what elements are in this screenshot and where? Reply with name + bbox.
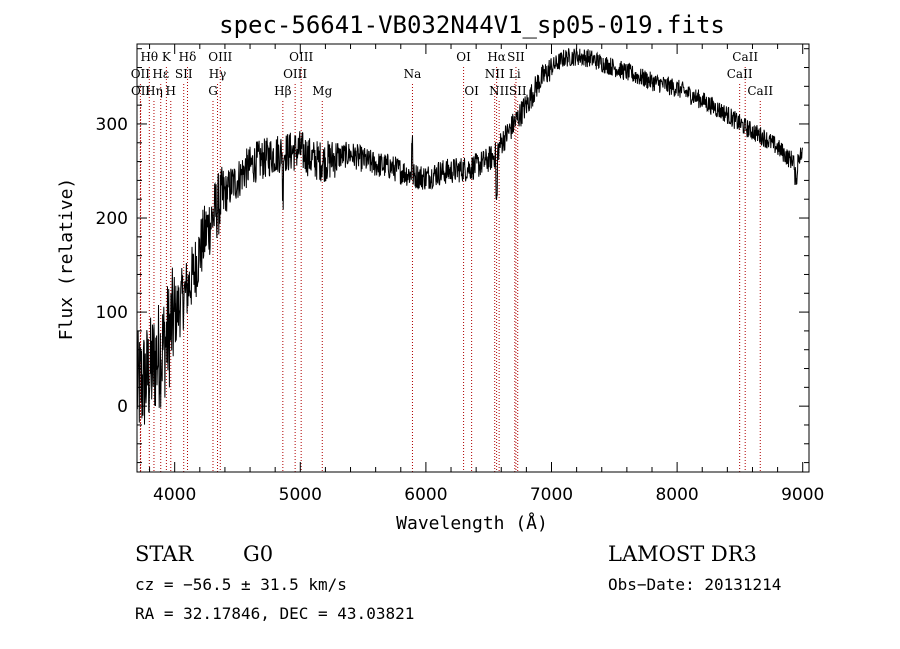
spectral-line-label: SII xyxy=(175,67,193,81)
spectral-line-label: NII xyxy=(489,84,509,98)
spectral-line-label: OIII xyxy=(283,67,307,81)
spectral-line-label: Li xyxy=(509,67,521,81)
y-axis: 0 100 200 300 xyxy=(96,48,809,464)
spectral-line-label: Hε xyxy=(152,67,169,81)
x-tick-label: 9000 xyxy=(781,485,824,505)
survey-name: LAMOST DR3 xyxy=(608,542,757,566)
spectral-line-label: Hβ xyxy=(274,84,291,98)
x-tick-label: 8000 xyxy=(655,485,698,505)
x-tick-label: 7000 xyxy=(530,485,573,505)
spectral-line-label: Hγ xyxy=(209,67,227,81)
spectral-line-label: G xyxy=(208,84,218,98)
spectral-line-label: CaII xyxy=(727,67,753,81)
spectral-line-label: Mg xyxy=(312,84,332,98)
spectral-line-label: Hδ xyxy=(179,50,197,64)
y-tick-label: 300 xyxy=(96,115,128,135)
spectral-line-label: Hα xyxy=(487,50,506,64)
y-tick-label: 100 xyxy=(96,303,128,323)
object-type: STAR xyxy=(135,542,194,566)
x-tick-label: 6000 xyxy=(404,485,447,505)
y-tick-label: 0 xyxy=(117,397,128,417)
object-subclass: G0 xyxy=(243,542,273,566)
spectral-line-label: SII xyxy=(509,84,527,98)
chart-title: spec-56641-VB032N44V1_sp05-019.fits xyxy=(219,11,725,39)
spectral-line-label: OI xyxy=(456,50,471,64)
spectral-line-label: K xyxy=(162,50,172,64)
spectral-line-label: NII xyxy=(485,67,505,81)
observation-date: Obs−Date: 20131214 xyxy=(608,575,781,594)
spectral-line-label: OIII xyxy=(208,50,232,64)
spectral-line-label: Na xyxy=(404,67,422,81)
x-tick-label: 5000 xyxy=(279,485,322,505)
spectral-line-label: Hη xyxy=(145,84,163,98)
plot-frame xyxy=(136,43,810,473)
x-axis-label: Wavelength (Å) xyxy=(396,512,548,534)
spectral-line-label: CaII xyxy=(732,50,758,64)
y-axis-label: Flux (relative) xyxy=(56,178,77,341)
coordinates: RA = 32.17846, DEC = 43.03821 xyxy=(135,604,414,623)
x-tick-label: 4000 xyxy=(153,485,196,505)
spectral-line-label: Hθ xyxy=(140,50,158,64)
spectral-line-markers xyxy=(139,67,761,472)
spectral-line-label: SII xyxy=(507,50,525,64)
spectral-line-label: CaII xyxy=(747,84,773,98)
y-tick-label: 200 xyxy=(96,209,128,229)
spectrum-line xyxy=(136,47,803,425)
redshift-info: cz = −56.5 ± 31.5 km/s xyxy=(135,575,347,594)
spectral-line-label: OIII xyxy=(289,50,313,64)
spectral-line-label: H xyxy=(166,84,176,98)
x-axis: 4000 5000 6000 7000 8000 9000 xyxy=(149,44,824,505)
spectral-line-label: OII xyxy=(131,67,151,81)
spectral-line-label: OI xyxy=(464,84,479,98)
spectral-line-label: OII xyxy=(131,84,151,98)
